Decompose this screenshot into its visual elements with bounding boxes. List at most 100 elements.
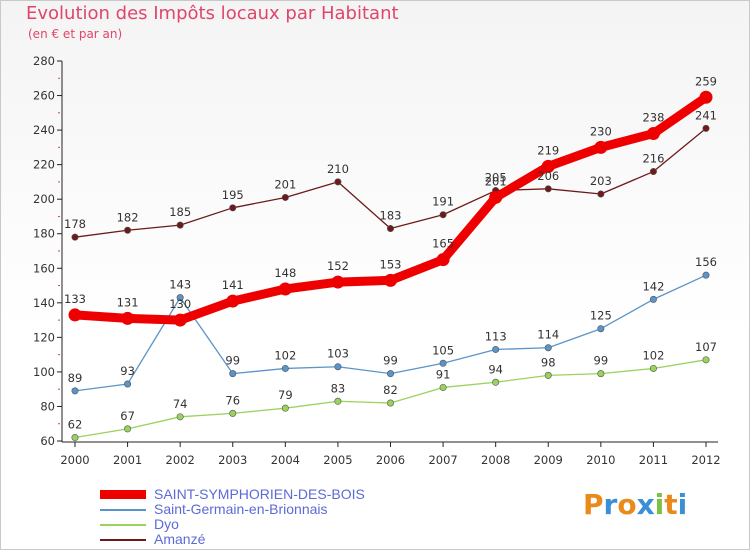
- data-label: 143: [169, 278, 191, 292]
- data-label: 113: [485, 329, 507, 343]
- proxiti-logo: Proxiti: [583, 488, 687, 521]
- data-point: [281, 193, 289, 201]
- data-point: [124, 425, 132, 433]
- data-label: 216: [642, 152, 664, 166]
- x-tick-label: 2012: [691, 453, 720, 467]
- logo-letter: x: [636, 488, 655, 521]
- data-label: 102: [274, 348, 296, 362]
- data-point: [124, 380, 132, 388]
- data-point: [699, 90, 713, 104]
- data-point: [702, 271, 710, 279]
- data-label: 130: [169, 297, 191, 311]
- data-point: [702, 124, 710, 132]
- data-label: 185: [169, 205, 191, 219]
- y-tick-label: 160: [33, 261, 55, 275]
- legend-item: Dyo: [100, 517, 365, 532]
- data-label: 201: [274, 177, 296, 191]
- legend-swatch: [100, 532, 146, 547]
- legend-item: Saint-Germain-en-Brionnais: [100, 502, 365, 517]
- data-point: [649, 364, 657, 372]
- legend-label: Amanzé: [154, 531, 206, 547]
- x-tick-label: 2006: [376, 453, 405, 467]
- data-point: [646, 127, 660, 141]
- data-point: [492, 345, 500, 353]
- data-label: 210: [327, 162, 349, 176]
- data-point: [334, 397, 342, 405]
- x-tick-label: 2005: [323, 453, 352, 467]
- chart-legend: SAINT-SYMPHORIEN-DES-BOIS Saint-Germain-e…: [100, 487, 365, 547]
- data-label: 107: [695, 340, 717, 354]
- data-point: [229, 370, 237, 378]
- data-label: 182: [117, 210, 139, 224]
- legend-label: Dyo: [154, 516, 179, 532]
- data-point: [439, 383, 447, 391]
- data-point: [71, 387, 79, 395]
- x-tick-label: 2009: [534, 453, 563, 467]
- data-point: [176, 294, 184, 302]
- data-label: 114: [537, 328, 559, 342]
- y-tick-label: 200: [33, 192, 55, 206]
- data-point: [492, 378, 500, 386]
- x-tick-label: 2003: [218, 453, 247, 467]
- data-label: 205: [485, 171, 507, 185]
- data-point: [597, 370, 605, 378]
- y-tick-label: 100: [33, 365, 55, 379]
- logo-letter: t: [664, 488, 678, 521]
- data-label: 195: [222, 188, 244, 202]
- data-point: [334, 178, 342, 186]
- data-point: [229, 409, 237, 417]
- data-label: 156: [695, 255, 717, 269]
- data-label: 91: [436, 367, 451, 381]
- data-point: [229, 204, 237, 212]
- data-label: 93: [120, 364, 135, 378]
- y-tick-label: 60: [40, 434, 55, 448]
- data-point: [702, 356, 710, 364]
- data-point: [281, 404, 289, 412]
- data-label: 178: [64, 217, 86, 231]
- data-label: 98: [541, 355, 556, 369]
- data-label: 105: [432, 343, 454, 357]
- data-point: [439, 211, 447, 219]
- y-tick-label: 220: [33, 158, 55, 172]
- legend-swatch: [100, 487, 146, 502]
- legend-swatch: [100, 502, 146, 517]
- data-label: 94: [488, 362, 503, 376]
- data-label: 76: [225, 393, 240, 407]
- data-point: [544, 185, 552, 193]
- data-label: 67: [120, 409, 135, 423]
- data-point: [71, 233, 79, 241]
- data-label: 74: [173, 397, 188, 411]
- data-point: [597, 325, 605, 333]
- x-tick-label: 2001: [113, 453, 142, 467]
- data-label: 82: [383, 383, 398, 397]
- y-tick-label: 80: [40, 399, 55, 413]
- legend-label: Saint-Germain-en-Brionnais: [154, 501, 328, 517]
- data-point: [489, 190, 503, 204]
- data-label: 206: [537, 169, 559, 183]
- data-point: [439, 359, 447, 367]
- y-tick-label: 120: [33, 330, 55, 344]
- data-label: 102: [642, 348, 664, 362]
- data-point: [226, 294, 240, 308]
- y-tick-label: 280: [33, 54, 55, 68]
- legend-item: SAINT-SYMPHORIEN-DES-BOIS: [100, 487, 365, 502]
- data-point: [541, 159, 555, 173]
- data-point: [334, 363, 342, 371]
- legend-item: Amanzé: [100, 532, 365, 547]
- logo-letter: r: [603, 488, 618, 521]
- data-label: 62: [68, 418, 83, 432]
- x-tick-label: 2011: [639, 453, 668, 467]
- data-label: 148: [274, 266, 296, 280]
- data-label: 99: [383, 354, 398, 368]
- data-point: [176, 413, 184, 421]
- data-point: [121, 311, 135, 325]
- chart-title: Evolution des Impôts locaux par Habitant: [26, 3, 399, 24]
- x-tick-label: 2010: [586, 453, 615, 467]
- data-point: [649, 295, 657, 303]
- logo-letter: i: [677, 488, 688, 521]
- data-label: 241: [695, 108, 717, 122]
- data-label: 89: [68, 371, 83, 385]
- data-point: [386, 370, 394, 378]
